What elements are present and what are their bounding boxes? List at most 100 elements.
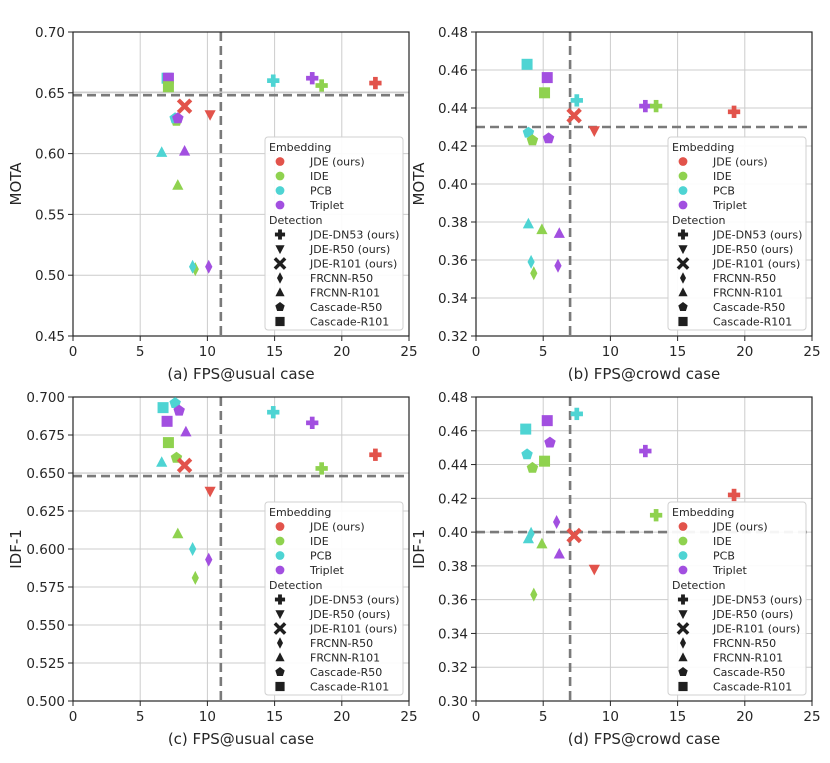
legend-label: JDE-R50 (ours) [309, 608, 390, 621]
legend-embedding-title: Embedding [672, 506, 734, 519]
legend-swatch [678, 171, 688, 181]
data-point-ide-square [539, 87, 551, 99]
x-tick-label: 0 [472, 709, 481, 725]
legend-label: IDE [713, 535, 732, 548]
data-point-triplet-diamond [205, 259, 213, 274]
legend-item-diamond: FRCNN-R50 [277, 272, 373, 285]
legend-detection-title: Detection [672, 579, 725, 592]
legend-label: Triplet [309, 199, 344, 212]
x-tick-label: 20 [736, 344, 753, 360]
legend-item-square: Cascade-R101 [678, 681, 792, 694]
data-point-pcb-diamond [189, 542, 197, 556]
legend-marker [678, 681, 688, 692]
legend-swatch [678, 157, 688, 166]
legend-label: JDE-R101 (ours) [712, 258, 800, 271]
legend-swatch [275, 565, 285, 575]
data-point-pcb-tri_up [156, 146, 168, 157]
legend-item-triplet: Triplet [678, 564, 747, 577]
legend-label: Cascade-R50 [310, 666, 382, 679]
legend-item-plus: JDE-DN53 (ours) [274, 229, 399, 242]
legend-swatch [678, 536, 688, 546]
legend-embedding-title: Embedding [269, 506, 331, 519]
data-point-triplet-pentagon [544, 436, 556, 448]
data-point-ide-pentagon [526, 461, 539, 473]
legend-item-triplet: Triplet [275, 564, 344, 577]
data-point-jde-plus [727, 488, 741, 502]
legend-detection-title: Detection [269, 214, 322, 227]
legend-item-square: Cascade-R101 [275, 681, 389, 694]
y-tick-label: 0.30 [438, 694, 468, 710]
x-tick-label: 25 [803, 344, 820, 360]
legend-label: JDE-R101 (ours) [309, 623, 397, 636]
data-point-ide-square [162, 81, 174, 93]
data-point-triplet-pentagon [542, 132, 555, 144]
legend-item-x: JDE-R101 (ours) [273, 622, 397, 636]
legend-label: FRCNN-R50 [713, 637, 776, 650]
data-point-jde-tri_down [204, 110, 216, 121]
x-tick-label: 15 [669, 709, 686, 725]
data-point-jde-x [176, 457, 193, 474]
legend-marker [680, 272, 686, 284]
legend-marker [275, 245, 285, 255]
y-axis-label: MOTA [7, 162, 25, 206]
legend-swatch [275, 522, 285, 531]
y-tick-label: 0.36 [438, 593, 468, 609]
legend-label: JDE (ours) [309, 521, 365, 534]
legend-label: Triplet [712, 199, 747, 212]
y-tick-label: 0.500 [26, 694, 65, 710]
legend-marker [678, 302, 688, 311]
y-axis-label: MOTA [410, 162, 428, 206]
legend-label: JDE (ours) [712, 521, 768, 534]
legend-marker [275, 302, 285, 311]
legend-label: IDE [310, 535, 329, 548]
legend-item-tri_up: FRCNN-R101 [275, 287, 380, 300]
legend-marker [678, 652, 688, 662]
data-point-triplet-pentagon [173, 404, 185, 416]
legend-swatch [275, 171, 285, 181]
legend-marker [273, 622, 287, 635]
data-point-triplet-diamond [554, 258, 562, 273]
y-tick-label: 0.525 [26, 656, 65, 672]
data-point-ide-plus [315, 79, 328, 92]
legend-label: PCB [310, 550, 332, 563]
data-point-ide-tri_up [536, 223, 548, 235]
legend-item-ide: IDE [678, 535, 732, 548]
data-point-triplet-square [161, 415, 173, 427]
x-tick-label: 20 [736, 709, 753, 725]
data-point-triplet-tri_up [180, 425, 192, 437]
y-tick-label: 0.34 [438, 626, 468, 642]
data-point-triplet-tri_up [179, 145, 191, 156]
legend-swatch [678, 565, 688, 575]
data-point-ide-pentagon [526, 134, 539, 146]
legend-item-pentagon: Cascade-R50 [678, 666, 785, 679]
x-tick-label: 15 [266, 709, 283, 725]
x-axis-label: (b) FPS@crowd case [568, 365, 721, 383]
data-point-pcb-plus [267, 406, 280, 419]
legend-swatch [678, 522, 688, 531]
legend-item-tri_down: JDE-R50 (ours) [275, 608, 390, 621]
y-tick-label: 0.650 [26, 466, 65, 482]
legend-item-square: Cascade-R101 [275, 316, 389, 329]
plot-frame [72, 31, 410, 337]
legend-item-jde: JDE (ours) [678, 521, 768, 534]
data-point-triplet-diamond [205, 552, 213, 567]
data-point-triplet-square [541, 415, 553, 427]
legend-label: FRCNN-R101 [713, 652, 783, 665]
legend-marker [274, 594, 286, 605]
data-point-triplet-plus [306, 72, 319, 85]
legend-item-plus: JDE-DN53 (ours) [677, 229, 802, 242]
y-tick-label: 0.625 [26, 504, 65, 520]
legend-item-plus: JDE-DN53 (ours) [274, 594, 399, 607]
data-point-pcb-diamond [189, 259, 197, 274]
data-point-pcb-pentagon [522, 126, 535, 138]
x-axis-label: (d) FPS@crowd case [568, 730, 721, 748]
legend-item-x: JDE-R101 (ours) [676, 622, 800, 636]
legend-item-ide: IDE [275, 170, 329, 183]
legend-label: JDE (ours) [309, 156, 365, 169]
data-point-pcb-tri_up [522, 532, 534, 544]
legend-item-pentagon: Cascade-R50 [275, 666, 382, 679]
data-point-pcb-tri_up [522, 217, 534, 229]
legend-marker [277, 637, 283, 649]
y-tick-label: 0.34 [438, 291, 468, 307]
